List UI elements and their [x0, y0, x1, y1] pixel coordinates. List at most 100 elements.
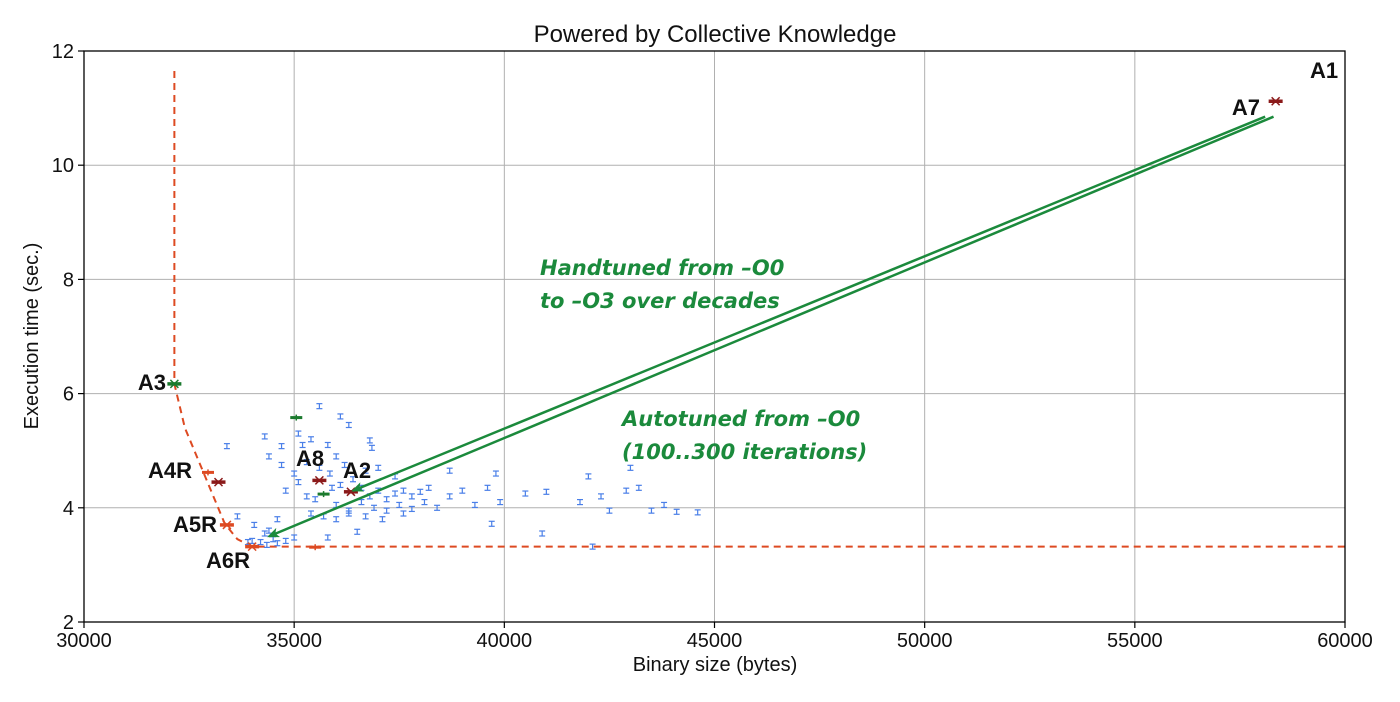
reference-point-cross	[247, 542, 257, 552]
point-label-a5r: A5R	[173, 512, 217, 537]
explored-point	[249, 537, 256, 545]
explored-point	[673, 508, 680, 515]
chart-title: Powered by Collective Knowledge	[534, 21, 897, 48]
explored-point	[417, 488, 424, 495]
explored-point	[459, 487, 466, 494]
explored-point	[307, 436, 314, 443]
explored-point	[383, 496, 390, 503]
explored-point	[303, 459, 310, 466]
explored-point	[425, 484, 432, 491]
x-tick-label: 50000	[897, 630, 953, 652]
point-label-a3: A3	[138, 370, 166, 395]
explored-point	[307, 510, 314, 517]
x-tick-label: 55000	[1107, 630, 1163, 652]
explored-point	[234, 513, 241, 520]
explored-point	[278, 461, 285, 469]
point-label-a1: A1	[1310, 58, 1338, 83]
explored-point	[251, 521, 258, 529]
explored-point	[497, 498, 504, 506]
explored-point	[291, 534, 298, 541]
explored-point	[265, 453, 272, 460]
explored-point	[282, 487, 289, 494]
x-tick-label: 40000	[477, 630, 533, 652]
point-label-a4r: A4R	[148, 458, 192, 483]
y-tick-label: 8	[63, 269, 74, 291]
explored-point	[366, 437, 373, 444]
explored-point	[400, 510, 407, 517]
x-tick-label: 60000	[1317, 630, 1373, 652]
explored-point	[274, 540, 281, 547]
explored-point	[326, 470, 333, 477]
point-label-a7: A7	[1232, 95, 1260, 120]
explored-point	[446, 467, 453, 474]
explored-point	[274, 516, 281, 523]
plot-layer: A1 A7 A3 A4R A5R A6R A8 A2 Handtuned from –O0 to …	[52, 41, 1373, 652]
reference-point-cross	[213, 477, 224, 487]
explored-point	[492, 470, 499, 477]
y-tick-label: 4	[63, 498, 74, 520]
explored-point	[333, 516, 340, 523]
explored-point	[341, 461, 348, 469]
explored-point	[598, 493, 605, 500]
explored-point	[589, 543, 596, 550]
reference-point-cross	[169, 379, 179, 389]
annotation-1-line-1: Handtuned from –O0	[540, 256, 784, 280]
annotation-2-line-2: (100..300 iterations)	[622, 440, 867, 464]
explored-point	[471, 501, 478, 509]
explored-point	[606, 507, 613, 514]
annotation-1-line-2: to –O3 over decades	[540, 289, 780, 313]
y-tick-label: 2	[63, 612, 74, 634]
explored-point	[333, 453, 340, 460]
explored-point	[362, 513, 369, 520]
explored-point	[350, 476, 357, 483]
explored-point	[635, 484, 642, 491]
explored-point	[694, 509, 701, 516]
explored-point	[585, 473, 592, 480]
y-tick-label: 6	[63, 384, 74, 406]
explored-point	[543, 488, 550, 495]
x-axis-label: Binary size (bytes)	[633, 654, 798, 676]
point-label-a8: A8	[296, 446, 324, 471]
explored-point	[371, 504, 378, 511]
explored-point	[522, 490, 529, 497]
reference-point-cross	[222, 520, 232, 530]
explored-point	[299, 441, 306, 449]
reference-point-cross	[1271, 96, 1281, 106]
explored-point	[328, 484, 335, 491]
explored-point	[282, 537, 289, 545]
explored-point	[627, 464, 634, 471]
explored-point	[278, 443, 285, 450]
explored-point	[661, 501, 668, 509]
explored-point	[408, 505, 415, 513]
explored-point	[648, 507, 655, 514]
annotation-arrow-2	[351, 115, 1266, 492]
explored-point	[316, 403, 323, 410]
explored-point	[396, 501, 403, 509]
explored-point	[379, 516, 386, 523]
explored-point	[383, 507, 390, 514]
explored-point	[223, 443, 230, 450]
x-tick-label: 45000	[687, 630, 743, 652]
explored-point	[312, 496, 319, 503]
point-label-a6r: A6R	[206, 548, 250, 573]
explored-point	[484, 484, 491, 491]
explored-point	[576, 498, 583, 506]
explored-point	[368, 444, 375, 451]
explored-point	[488, 520, 495, 527]
explored-point	[337, 413, 344, 420]
explored-point	[354, 528, 361, 535]
annotation-arrow-1	[267, 115, 1275, 538]
explored-point	[392, 490, 399, 497]
explored-point	[539, 530, 546, 537]
explored-point	[421, 498, 428, 506]
explored-point	[295, 430, 302, 437]
explored-point	[261, 433, 268, 440]
explored-point	[400, 487, 407, 494]
x-tick-label: 35000	[266, 630, 322, 652]
explored-point	[446, 493, 453, 500]
reference-point-cross	[314, 475, 324, 485]
explored-point	[257, 538, 264, 546]
explored-point	[303, 493, 310, 500]
point-label-a2: A2	[343, 458, 371, 483]
